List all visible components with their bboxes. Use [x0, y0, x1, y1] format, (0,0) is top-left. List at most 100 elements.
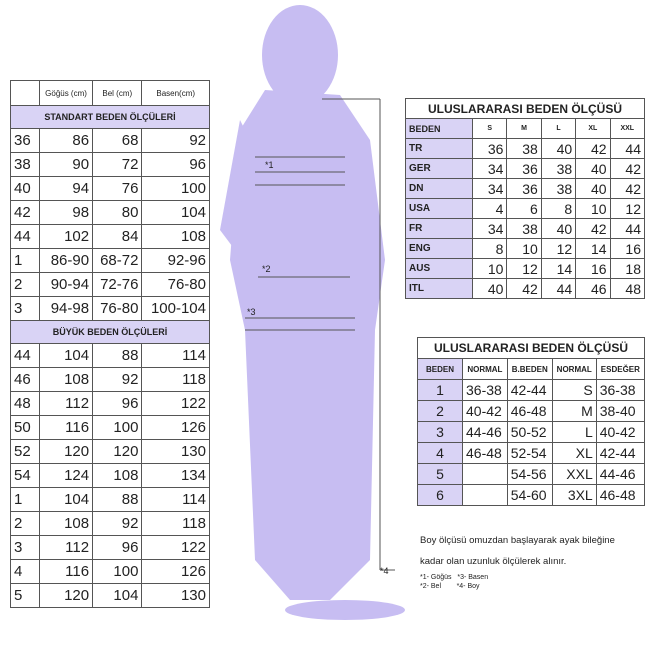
table-cell: 1: [417, 379, 463, 401]
table-row: 3 44-46 50-52 L 40-42: [417, 421, 646, 443]
table-title-label: ULUSLARARASI BEDEN ÖLÇÜSÜ: [417, 337, 645, 359]
table-cell: 90: [38, 152, 94, 177]
table-cell: XL: [551, 442, 597, 464]
table-cell: 16: [575, 258, 611, 279]
table-cell: 100: [92, 415, 143, 440]
table-cell: M: [551, 400, 597, 422]
table-row: 52 120 120 130: [10, 439, 210, 464]
international-size-table: ULUSLARARASI BEDEN ÖLÇÜSÜ BEDEN S M L XL XXL TR…: [405, 98, 646, 299]
table-cell: 1: [10, 487, 40, 512]
table-cell: 44-46: [595, 463, 646, 485]
table-cell: 72-76: [92, 272, 143, 297]
table-cell: USA: [405, 198, 473, 219]
table-cell: 90-94: [38, 272, 94, 297]
table-row: 46 108 92 118: [10, 367, 210, 392]
international-size-equivalence-table: ULUSLARARASI BEDEN ÖLÇÜSÜ BEDEN NORMAL B.BE…: [417, 337, 646, 506]
table-cell: NORMAL: [551, 358, 597, 380]
table-cell: 40: [575, 178, 611, 199]
table-cell: 2: [417, 400, 463, 422]
table-cell: 36-38: [595, 379, 646, 401]
table-cell: 94: [38, 176, 94, 201]
table-cell: 104: [141, 200, 210, 225]
table-row: BEDEN NORMAL B.BEDEN NORMAL ESDEĞER: [417, 358, 646, 380]
marker-chest: *1: [265, 160, 274, 170]
table-cell: BEDEN: [405, 118, 473, 139]
table-cell: Basen(cm): [141, 80, 210, 106]
table-row: 2 40-42 46-48 M 38-40: [417, 400, 646, 422]
table-row: 3 94-98 76-80 100-104: [10, 296, 210, 321]
table-cell: 6: [417, 484, 463, 506]
table-cell: 104: [38, 487, 94, 512]
table-cell: 38: [506, 218, 542, 239]
table-cell: 36: [471, 138, 508, 159]
section-large: BÜYÜK BEDEN ÖLÇÜLERİ: [10, 320, 210, 344]
table-row: 1 104 88 114: [10, 487, 210, 512]
table-row: 36 86 68 92: [10, 128, 210, 153]
table-row: USA 4 6 8 10 12: [405, 198, 646, 219]
table-row: 4 116 100 126: [10, 559, 210, 584]
table-cell: 118: [141, 511, 210, 536]
table-cell: BEDEN: [417, 358, 463, 380]
table-cell: 36: [506, 158, 542, 179]
table-cell: 38-40: [595, 400, 646, 422]
table-row: 38 90 72 96: [10, 152, 210, 177]
table-cell: 120: [92, 439, 143, 464]
table-cell: 2: [10, 511, 40, 536]
note-line-1: Boy ölçüsü omuzdan başlayarak ayak bileğ…: [420, 535, 615, 546]
footnote-2: *2- Bel *4- Boy: [420, 583, 480, 590]
table-cell: 44: [609, 138, 646, 159]
table-cell: 4: [471, 198, 508, 219]
table-cell: 34: [471, 218, 508, 239]
table-cell: S: [471, 118, 508, 139]
table-cell: 40: [10, 176, 40, 201]
table-cell: GER: [405, 158, 473, 179]
table-cell: 92: [141, 128, 210, 153]
table-cell: 68: [92, 128, 143, 153]
table-cell: [462, 463, 508, 485]
table-cell: [462, 484, 508, 506]
table-cell: 38: [540, 178, 577, 199]
table-cell: Bel (cm): [92, 80, 143, 106]
table-cell: 44: [540, 278, 577, 299]
table-cell: 18: [609, 258, 646, 279]
table-cell: 36: [10, 128, 40, 153]
table-cell: 108: [38, 511, 94, 536]
table-cell: 38: [540, 158, 577, 179]
table-cell: 5: [10, 583, 40, 608]
table-cell: 130: [141, 583, 210, 608]
table-cell: 46: [575, 278, 611, 299]
marker-length: *4: [380, 566, 389, 576]
table-cell: 42-44: [506, 379, 553, 401]
table-cell: 3: [10, 296, 40, 321]
table-cell: 44-46: [462, 421, 508, 443]
table-cell: ITL: [405, 278, 473, 299]
table-cell: 40: [540, 138, 577, 159]
table-cell: 40-42: [595, 421, 646, 443]
table-cell: 108: [92, 463, 143, 488]
table-cell: 122: [141, 391, 210, 416]
table-row: GER 34 36 38 40 42: [405, 158, 646, 179]
table-row: FR 34 38 40 42 44: [405, 218, 646, 239]
table-row: BEDEN S M L XL XXL: [405, 118, 646, 139]
table-cell: 104: [92, 583, 143, 608]
table-cell: 100-104: [141, 296, 210, 321]
table-cell: 36: [506, 178, 542, 199]
table-cell: 76-80: [141, 272, 210, 297]
table-row: 50 116 100 126: [10, 415, 210, 440]
table-cell: 3: [417, 421, 463, 443]
table-cell: 4: [417, 442, 463, 464]
table-cell: 98: [38, 200, 94, 225]
table-cell: 112: [38, 391, 94, 416]
table-cell: 36-38: [462, 379, 508, 401]
table-cell: 96: [92, 391, 143, 416]
table-cell: 48: [609, 278, 646, 299]
table-cell: 84: [92, 224, 143, 249]
table-cell: 8: [471, 238, 508, 259]
table-cell: 12: [609, 198, 646, 219]
table-row: 42 98 80 104: [10, 200, 210, 225]
table-cell: 94-98: [38, 296, 94, 321]
table-row: 5 54-56 XXL 44-46: [417, 463, 646, 485]
table-cell: 5: [417, 463, 463, 485]
table-cell: 76-80: [92, 296, 143, 321]
